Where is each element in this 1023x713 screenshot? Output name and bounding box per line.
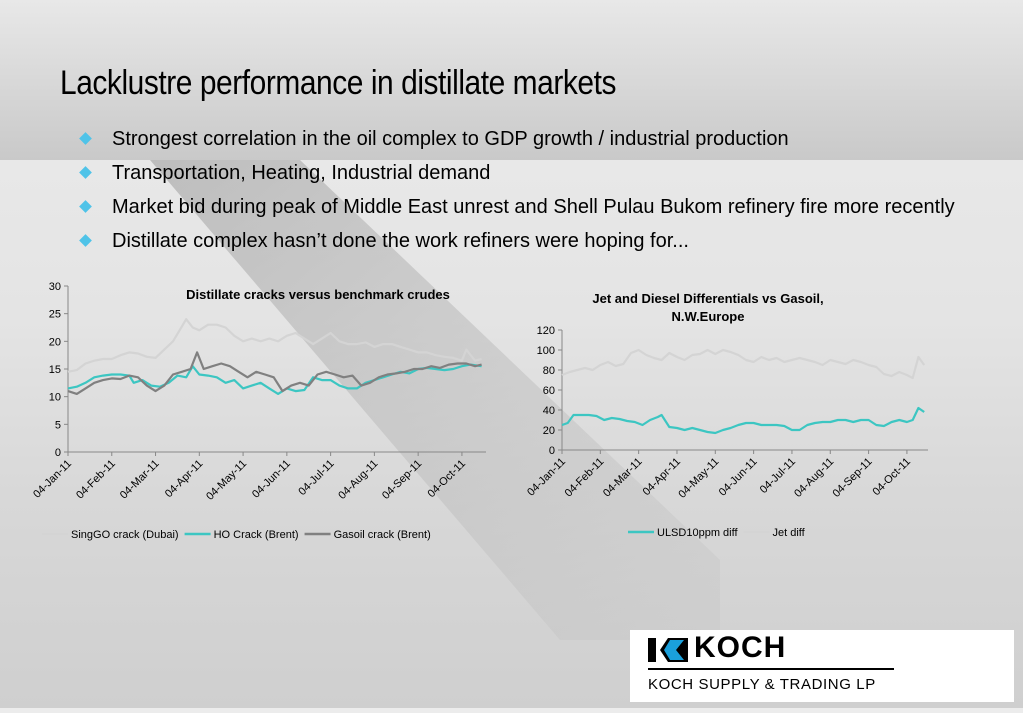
bullet-item: Strongest correlation in the oil complex… bbox=[78, 126, 958, 153]
diamond-bullet-icon bbox=[79, 234, 92, 247]
koch-logo: KOCH KOCH SUPPLY & TRADING LP bbox=[630, 630, 1014, 702]
diamond-bullet-icon bbox=[79, 166, 92, 179]
diamond-bullet-icon bbox=[79, 132, 92, 145]
header-band bbox=[0, 0, 1023, 160]
logo-divider bbox=[648, 668, 894, 670]
bullet-item: Market bid during peak of Middle East un… bbox=[78, 194, 958, 221]
logo-wordmark: KOCH bbox=[694, 631, 787, 664]
bullet-list: Strongest correlation in the oil complex… bbox=[78, 126, 958, 262]
bullet-text: Transportation, Heating, Industrial dema… bbox=[112, 162, 491, 184]
logo-subtitle: KOCH SUPPLY & TRADING LP bbox=[648, 676, 876, 693]
bullet-text: Distillate complex hasn’t done the work … bbox=[112, 230, 689, 252]
koch-k-mark-icon bbox=[648, 638, 688, 662]
bullet-text: Market bid during peak of Middle East un… bbox=[112, 196, 955, 218]
diamond-bullet-icon bbox=[79, 200, 92, 213]
bullet-text: Strongest correlation in the oil complex… bbox=[112, 128, 789, 150]
page-title: Lacklustre performance in distillate mar… bbox=[60, 64, 617, 102]
bullet-item: Distillate complex hasn’t done the work … bbox=[78, 228, 958, 255]
bullet-item: Transportation, Heating, Industrial dema… bbox=[78, 160, 958, 187]
